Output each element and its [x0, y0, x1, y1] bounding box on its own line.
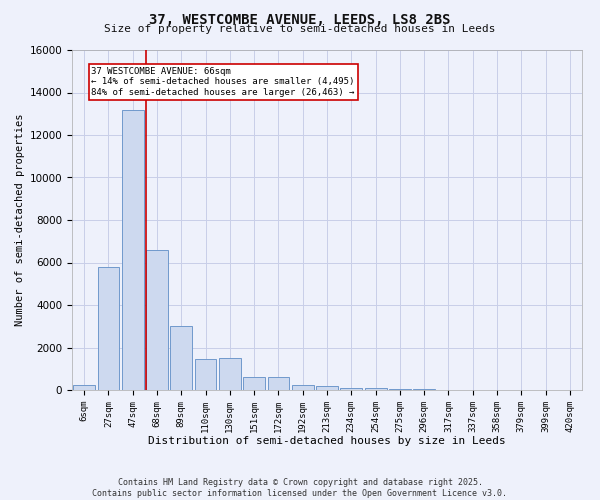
Bar: [73, 384, 95, 390]
Bar: [146, 250, 168, 390]
Text: Size of property relative to semi-detached houses in Leeds: Size of property relative to semi-detach…: [104, 24, 496, 34]
Text: Contains HM Land Registry data © Crown copyright and database right 2025.
Contai: Contains HM Land Registry data © Crown c…: [92, 478, 508, 498]
Bar: [122, 110, 143, 390]
Bar: [292, 384, 314, 390]
Bar: [340, 388, 362, 390]
Text: 37 WESTCOMBE AVENUE: 66sqm
← 14% of semi-detached houses are smaller (4,495)
84%: 37 WESTCOMBE AVENUE: 66sqm ← 14% of semi…: [91, 67, 355, 97]
Text: 37, WESTCOMBE AVENUE, LEEDS, LS8 2BS: 37, WESTCOMBE AVENUE, LEEDS, LS8 2BS: [149, 12, 451, 26]
Bar: [365, 388, 386, 390]
Bar: [268, 378, 289, 390]
Bar: [316, 386, 338, 390]
Y-axis label: Number of semi-detached properties: Number of semi-detached properties: [16, 114, 25, 326]
Bar: [243, 378, 265, 390]
Bar: [389, 389, 411, 390]
Bar: [170, 326, 192, 390]
Bar: [194, 359, 217, 390]
Bar: [97, 267, 119, 390]
X-axis label: Distribution of semi-detached houses by size in Leeds: Distribution of semi-detached houses by …: [148, 436, 506, 446]
Bar: [219, 358, 241, 390]
